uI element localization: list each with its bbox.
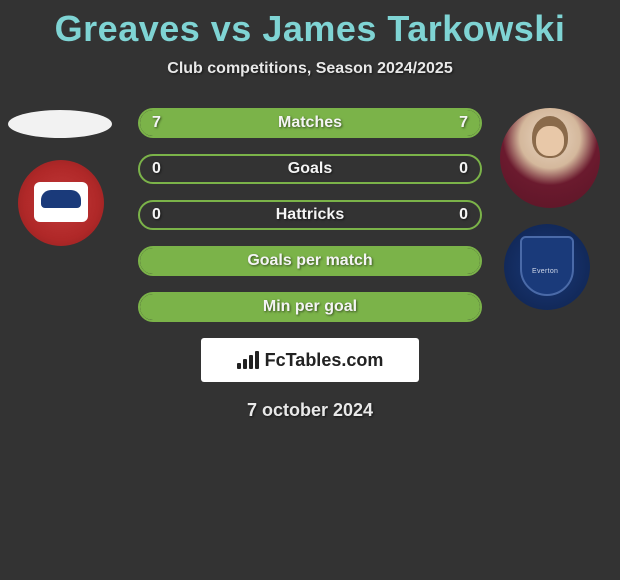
logo-box: FcTables.com — [201, 338, 419, 382]
stat-bar: Goals0 0 — [138, 154, 482, 184]
bar-label: Min per goal — [140, 294, 480, 320]
stat-bar: Min per goal — [138, 292, 482, 322]
bar-value-right: 0 — [459, 202, 468, 228]
player-avatar-left — [8, 110, 112, 138]
logo-text: FcTables.com — [265, 350, 384, 371]
player-avatar-right — [500, 108, 600, 208]
stat-bar: Hattricks0 0 — [138, 200, 482, 230]
right-player-column — [498, 108, 608, 310]
club-badge-right — [504, 224, 590, 310]
bar-value-left: 7 — [152, 110, 161, 136]
page-title: Greaves vs James Tarkowski — [0, 0, 620, 50]
main-area: Matches77Goals00Hattricks00Goals per mat… — [0, 108, 620, 421]
bars-icon — [237, 351, 259, 369]
bar-value-right: 0 — [459, 156, 468, 182]
infographic-root: Greaves vs James Tarkowski Club competit… — [0, 0, 620, 580]
stat-bar: Matches7 7 — [138, 108, 482, 138]
stat-bar: Goals per match — [138, 246, 482, 276]
bar-value-left: 0 — [152, 156, 161, 182]
bar-value-left: 0 — [152, 202, 161, 228]
stat-bars: Matches77Goals00Hattricks00Goals per mat… — [138, 108, 482, 322]
date: 7 october 2024 — [0, 400, 620, 421]
bar-label: Goals per match — [140, 248, 480, 274]
bar-label: Hattricks — [140, 202, 480, 228]
left-player-column — [8, 108, 118, 246]
club-badge-left — [18, 160, 104, 246]
subtitle: Club competitions, Season 2024/2025 — [0, 60, 620, 78]
bar-value-right: 7 — [459, 110, 468, 136]
bar-label: Matches — [140, 110, 480, 136]
bar-label: Goals — [140, 156, 480, 182]
